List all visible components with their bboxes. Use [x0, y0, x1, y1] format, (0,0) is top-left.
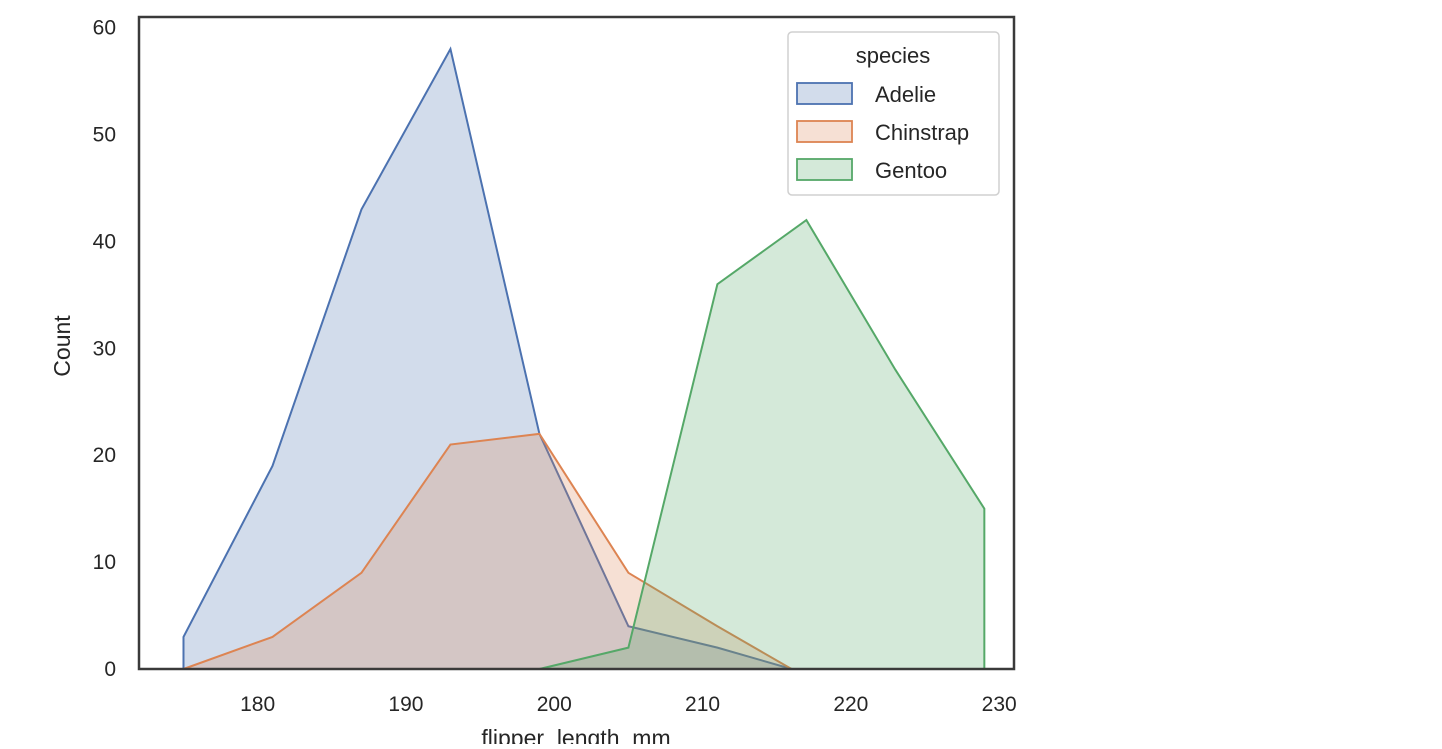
x-tick-label: 230	[982, 693, 1017, 716]
series-layer	[182, 46, 986, 670]
y-tick-label: 0	[104, 658, 116, 681]
series-gentoo-line	[539, 218, 986, 670]
y-tick-labels: 0 10 20 30 40 50 60	[93, 17, 116, 681]
plot-frame	[137, 15, 1016, 671]
legend-label-adelie: Adelie	[875, 82, 936, 107]
legend-title: species	[856, 43, 931, 68]
y-tick-label: 20	[93, 444, 116, 467]
series-adelie-line	[182, 46, 792, 670]
y-axis-label: Count	[49, 315, 75, 377]
y-tick-label: 60	[93, 17, 116, 40]
legend-swatch-gentoo	[796, 158, 853, 181]
legend-swatch-chinstrap	[796, 120, 853, 143]
legend-label-chinstrap: Chinstrap	[875, 120, 969, 145]
y-tick-label: 10	[93, 551, 116, 574]
series-chinstrap-line	[183, 432, 793, 670]
x-tick-label: 200	[537, 693, 572, 716]
x-tick-label: 190	[388, 693, 423, 716]
legend-frame	[787, 31, 1000, 196]
y-tick-label: 30	[93, 337, 116, 360]
legend-entries: Adelie Chinstrap Gentoo	[796, 82, 969, 183]
x-tick-label: 180	[240, 693, 275, 716]
x-axis-label: flipper_length_mm	[481, 725, 670, 744]
legend-swatch-adelie	[796, 82, 853, 105]
legend-label-gentoo: Gentoo	[875, 158, 947, 183]
legend: species Adelie Chinstrap Gentoo	[787, 31, 1000, 196]
x-tick-labels: 180 190 200 210 220 230	[240, 693, 1017, 716]
y-tick-label: 40	[93, 230, 116, 253]
y-tick-label: 50	[93, 124, 116, 147]
series-chinstrap-area	[183, 433, 792, 669]
x-tick-label: 210	[685, 693, 720, 716]
x-tick-label: 220	[833, 693, 868, 716]
series-adelie-area	[183, 49, 792, 670]
